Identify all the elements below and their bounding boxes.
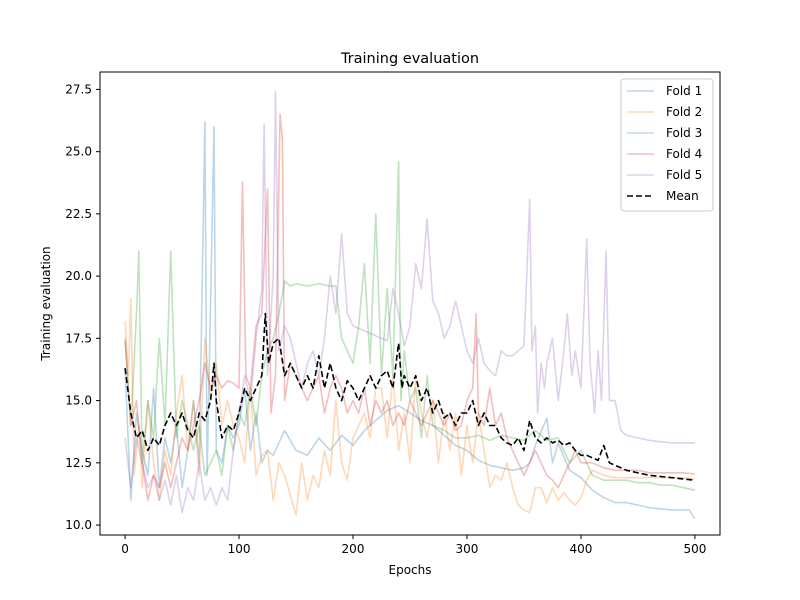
- legend-label: Mean: [666, 189, 699, 203]
- x-tick-label: 200: [342, 542, 365, 556]
- series-line-mean: [124, 312, 695, 481]
- plot-area: [124, 91, 696, 520]
- legend-label: Fold 1: [666, 84, 702, 98]
- x-tick-label: 100: [228, 542, 251, 556]
- series-line-fold-5: [124, 91, 695, 514]
- y-tick-label: 15.0: [65, 394, 92, 408]
- series-line-fold-4: [124, 113, 695, 501]
- y-tick-label: 12.5: [65, 456, 92, 470]
- chart-title: Training evaluation: [340, 51, 479, 67]
- y-tick-label: 22.5: [65, 207, 92, 221]
- x-tick-label: 500: [683, 542, 706, 556]
- legend: Fold 1 Fold 2 Fold 3 Fold 4 Fold 5 Mean: [620, 78, 714, 212]
- plot-frame: [99, 71, 721, 536]
- y-tick-label: 20.0: [65, 269, 92, 283]
- x-axis-label: Epochs: [389, 563, 432, 577]
- x-tick-label: 0: [121, 542, 129, 556]
- y-tick-label: 10.0: [65, 518, 92, 532]
- axis-ticks: 0 100 200 300 400 500 10.0 12.5 15.0 17.5 20.0 22.5…: [65, 82, 706, 556]
- series-line-fold-2: [124, 297, 695, 516]
- legend-label: Fold 3: [666, 126, 702, 140]
- y-axis-label: Training evaluation: [39, 246, 53, 361]
- y-tick-label: 25.0: [65, 145, 92, 159]
- legend-label: Fold 2: [666, 105, 702, 119]
- y-tick-label: 27.5: [65, 82, 92, 96]
- legend-box: [620, 78, 714, 212]
- series-line-fold-3: [124, 160, 696, 491]
- y-tick-label: 17.5: [65, 331, 92, 345]
- legend-label: Fold 4: [666, 147, 702, 161]
- x-tick-label: 300: [456, 542, 479, 556]
- legend-label: Fold 5: [666, 168, 702, 182]
- x-tick-label: 400: [570, 542, 593, 556]
